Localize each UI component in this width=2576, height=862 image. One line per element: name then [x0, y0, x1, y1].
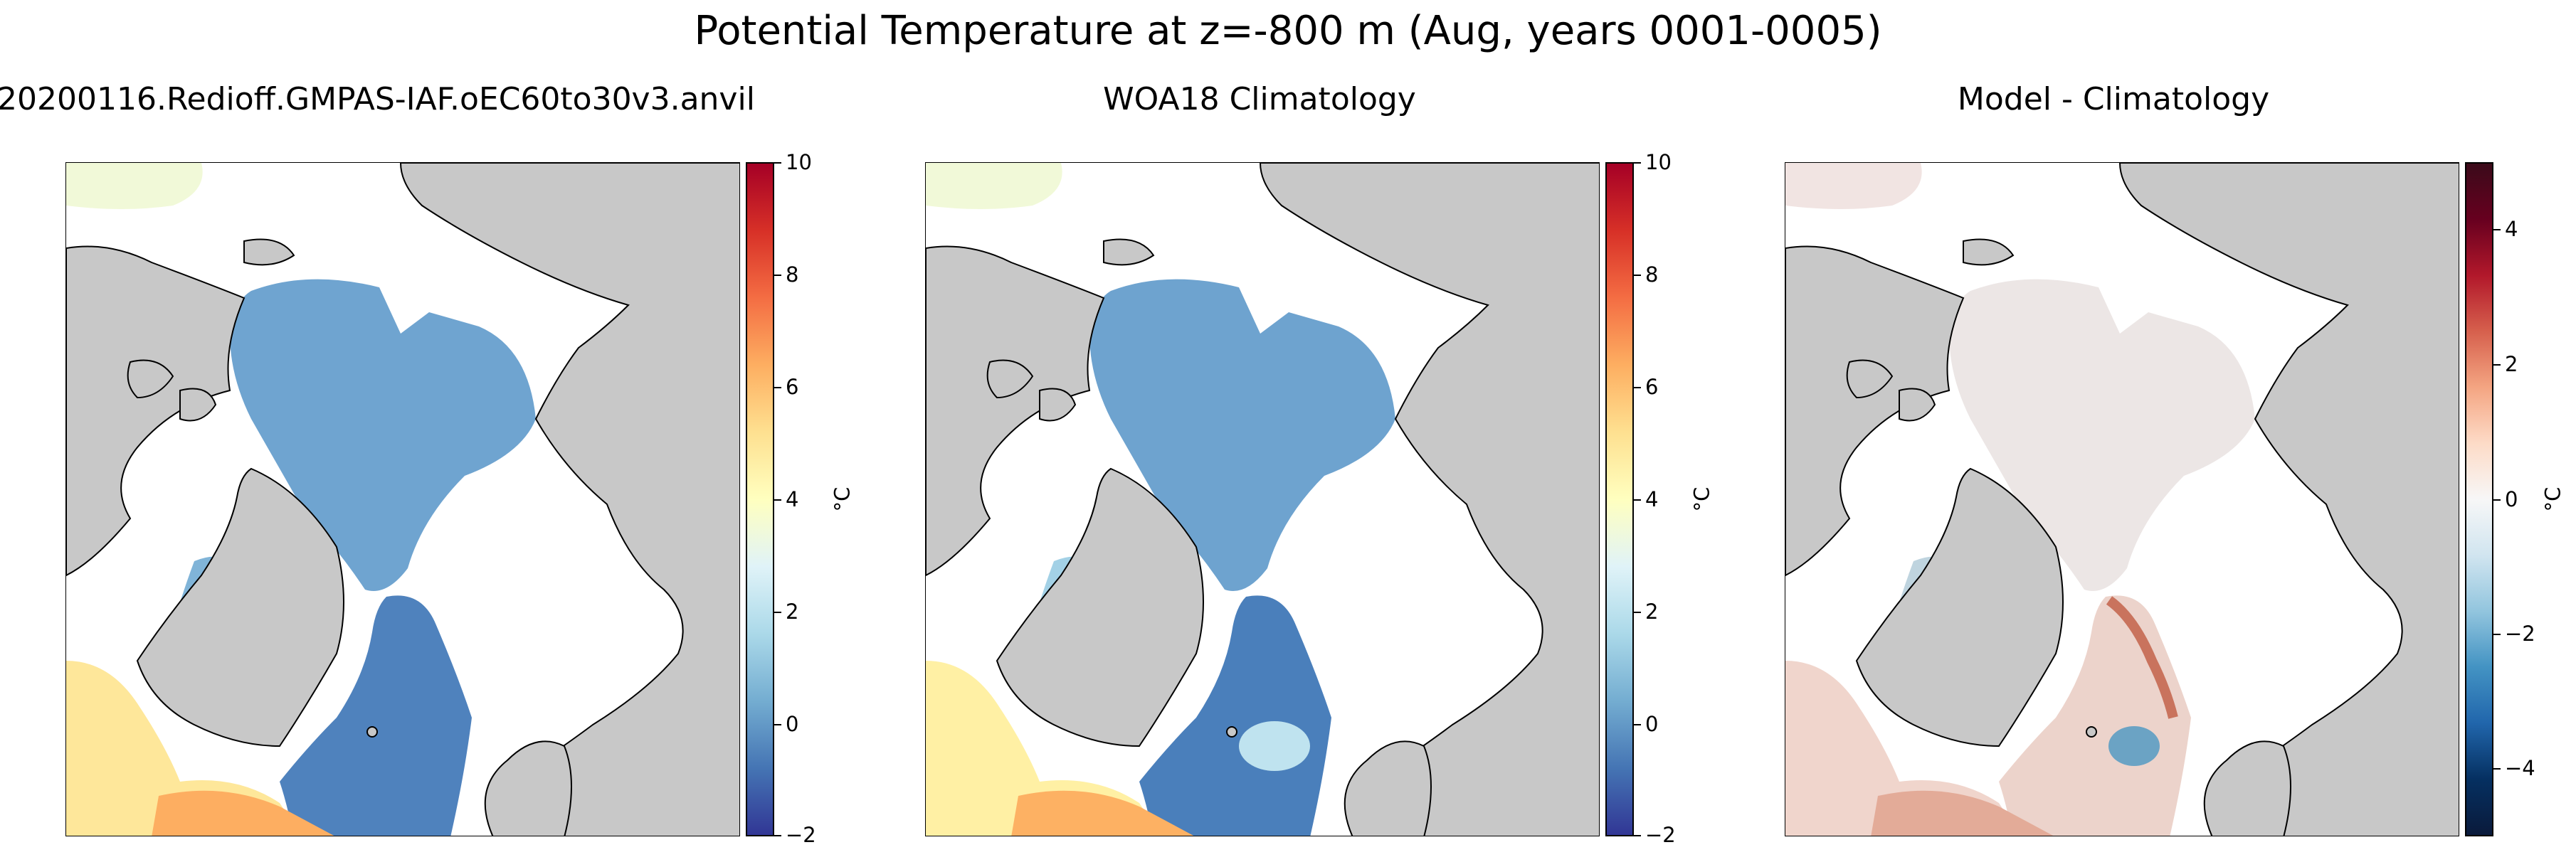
colorbar-woa18-unit: °C — [1689, 486, 1714, 512]
nordic-seas-field — [1139, 595, 1331, 836]
map-model — [65, 162, 740, 836]
colorbar-difference-tick-label: 4 — [2505, 217, 2518, 241]
iceland-dot — [1226, 726, 1237, 738]
nordic-seas-field — [280, 595, 472, 836]
colorbar-model-tick-label: 8 — [786, 262, 799, 287]
colorbar-model-unit: °C — [830, 486, 855, 512]
eurasia-land — [399, 163, 739, 836]
figure-title: Potential Temperature at z=-800 m (Aug, … — [694, 8, 1882, 54]
colorbar-model-tick-label: 0 — [786, 712, 799, 736]
colorbar-woa18-tick-label: 4 — [1645, 487, 1659, 511]
north-pacific-field — [66, 163, 203, 209]
colorbar-woa18-tick-label: 8 — [1645, 262, 1659, 287]
europe-land — [484, 740, 572, 836]
canada-land — [66, 245, 246, 577]
nordic-seas-cool-spot — [2108, 726, 2160, 766]
arctic-islands-land — [986, 238, 1155, 422]
atlantic-hot-field — [1011, 790, 1194, 836]
eurasia-land — [2118, 163, 2459, 836]
colorbar-woa18-tick-label: 0 — [1645, 712, 1659, 736]
colorbar-woa18-tick-label: 6 — [1645, 375, 1659, 399]
colorbar-difference-tick-label: 2 — [2505, 352, 2518, 376]
nordic-seas-field — [1999, 595, 2191, 836]
greenland-land — [1855, 467, 2064, 747]
atlantic-warm-field — [926, 661, 1160, 836]
colorbar-woa18-tick-label: 10 — [1645, 150, 1672, 174]
colorbar-model-tick-label: 4 — [786, 487, 799, 511]
map-difference — [1785, 162, 2459, 836]
atlantic-warm-field — [1785, 661, 2020, 836]
colorbar-difference-tick-label: −2 — [2505, 622, 2535, 646]
colorbar-model-tick-label: 2 — [786, 600, 799, 624]
canada-land — [1785, 245, 1965, 577]
map-woa18-svg — [926, 163, 1599, 836]
colorbar-model-tick-label: −2 — [786, 823, 816, 847]
greenland-land — [996, 467, 1204, 747]
europe-land — [2203, 740, 2291, 836]
panel-title-model: 20200116.Redioff.GMPAS-IAF.oEC60to30v3.a… — [0, 81, 755, 117]
panel-title-difference: Model - Climatology — [1957, 81, 2270, 117]
iceland-dot — [2086, 726, 2097, 738]
colorbar-difference-tick-label: −4 — [2505, 756, 2535, 780]
atlantic-warm-field — [66, 661, 300, 836]
north-pacific-field — [1785, 163, 1922, 209]
colorbar-model-tick-label: 10 — [786, 150, 812, 174]
colorbar-woa18 — [1605, 162, 1634, 836]
colorbar-model-tick-label: 6 — [786, 375, 799, 399]
colorbar-woa18-tick-label: 2 — [1645, 600, 1659, 624]
nordic-seas-warm-spot — [1239, 721, 1310, 771]
europe-land — [1344, 740, 1432, 836]
arctic-islands-land — [1846, 238, 2015, 422]
canada-land — [926, 245, 1105, 577]
map-woa18 — [925, 162, 1600, 836]
fram-strait-warm-band — [2106, 596, 2178, 719]
greenland-land — [136, 467, 344, 747]
colorbar-model — [746, 162, 774, 836]
colorbar-difference — [2465, 162, 2493, 836]
atlantic-hot-field — [152, 790, 334, 836]
arctic-islands-land — [127, 238, 295, 422]
iceland-dot — [366, 726, 378, 738]
map-difference-svg — [1785, 163, 2459, 836]
colorbar-woa18-tick-label: −2 — [1645, 823, 1676, 847]
colorbar-difference-unit: °C — [2540, 486, 2565, 512]
north-pacific-field — [926, 163, 1062, 209]
colorbar-difference-tick-label: 0 — [2505, 487, 2518, 511]
eurasia-land — [1259, 163, 1599, 836]
atlantic-hot-field — [1871, 790, 2054, 836]
panel-title-woa18: WOA18 Climatology — [1103, 81, 1416, 117]
map-model-svg — [66, 163, 739, 836]
